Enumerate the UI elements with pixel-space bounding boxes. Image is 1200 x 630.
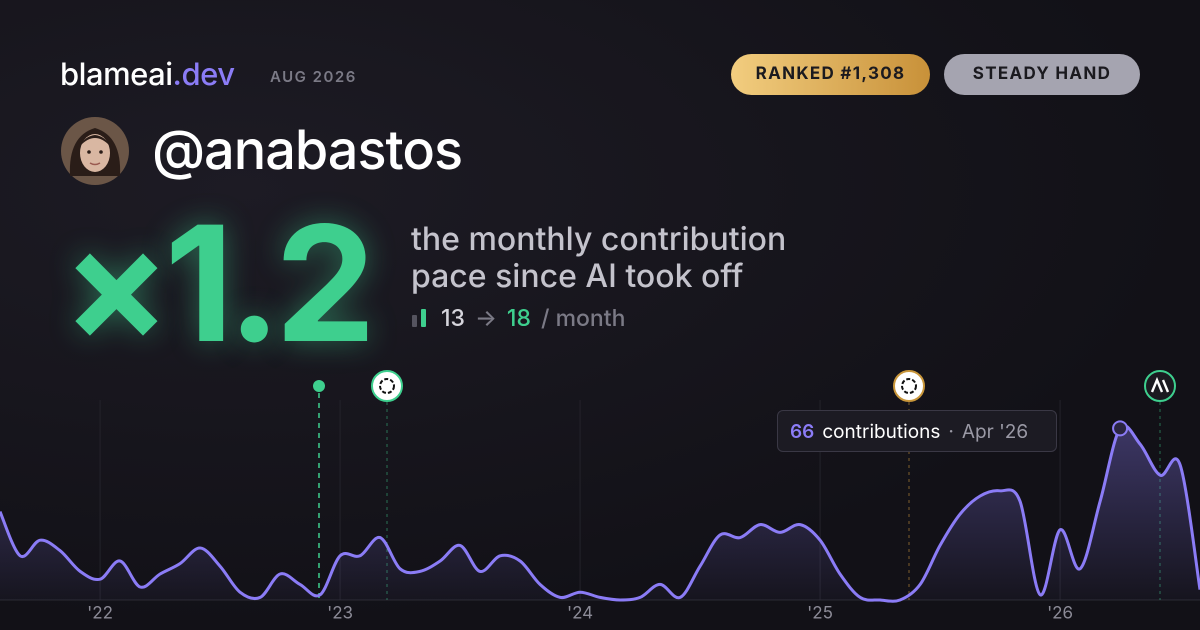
- date: AUG 2026: [270, 67, 357, 86]
- event-marker: [893, 370, 925, 600]
- tooltip-date: Apr '26: [961, 419, 1029, 443]
- pace-unit: / month: [540, 304, 626, 332]
- pace-before: 13: [441, 304, 465, 332]
- pace-icon: [412, 309, 426, 327]
- highlight-point: [1112, 420, 1129, 437]
- avatar: [61, 117, 129, 185]
- pace-arrow: →: [474, 304, 497, 332]
- tooltip: 66 contributions · Apr '26: [777, 410, 1057, 452]
- x-tick-label: '23: [327, 604, 353, 624]
- multiplier: ×1.2: [62, 186, 376, 380]
- x-tick-label: '26: [1047, 604, 1073, 624]
- event-marker: [313, 380, 325, 600]
- caption: pace since AI took off: [411, 256, 744, 295]
- event-marker: [371, 370, 403, 600]
- handle: @anabastos: [152, 118, 463, 183]
- pace-after: 18: [506, 304, 531, 332]
- tooltip-label: contributions: [822, 419, 941, 443]
- brand-tld: .dev: [172, 56, 236, 93]
- area: [0, 425, 1200, 602]
- tooltip-sep: ·: [948, 419, 954, 443]
- rank-badge: RANKED #1,308: [731, 54, 930, 95]
- tooltip-value: 66: [790, 419, 815, 443]
- brand: blameai.dev: [60, 56, 235, 93]
- x-tick-label: '25: [807, 604, 833, 624]
- style-badge: STEADY HAND: [944, 54, 1140, 95]
- x-tick-label: '22: [87, 604, 113, 624]
- brand-name: blameai: [60, 56, 173, 93]
- pace: 13 → 18 / month: [411, 304, 625, 332]
- x-tick-label: '24: [567, 604, 593, 624]
- line: [0, 424, 1200, 603]
- caption: the monthly contribution: [411, 219, 787, 258]
